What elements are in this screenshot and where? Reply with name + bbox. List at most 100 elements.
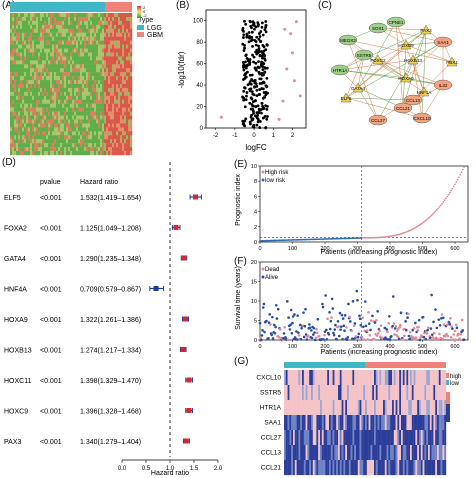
heatmap-cell xyxy=(50,87,53,93)
volcano-point xyxy=(243,105,247,109)
f-point xyxy=(438,323,442,327)
heatmap-cell xyxy=(66,16,69,22)
heatmap-cell xyxy=(102,68,105,73)
volcano-point xyxy=(250,73,254,77)
g-heatmap-cell xyxy=(366,385,369,401)
heatmap-cell xyxy=(98,147,101,152)
e-point xyxy=(292,239,295,241)
heatmap-cell xyxy=(14,36,17,41)
heatmap-cell xyxy=(88,72,91,77)
volcano-point xyxy=(258,71,261,75)
heatmap-cell xyxy=(48,20,51,26)
heatmap-cell xyxy=(104,28,107,33)
heatmap-cell xyxy=(114,13,117,18)
heatmap-cell xyxy=(54,139,57,144)
g-heatmap-cell xyxy=(341,370,344,386)
g-heatmap-cell xyxy=(386,460,389,476)
f-point xyxy=(446,334,450,338)
heatmap-cell xyxy=(104,115,107,120)
heatmap-cell xyxy=(44,115,47,120)
heatmap-cell xyxy=(120,119,123,124)
heatmap-cell xyxy=(100,147,103,152)
g-heatmap-cell xyxy=(329,400,331,416)
heatmap-cell xyxy=(76,103,79,108)
heatmap-cell xyxy=(14,52,17,57)
g-heatmap-cell xyxy=(289,460,292,476)
g-heatmap-cell xyxy=(408,415,411,431)
heatmap-cell xyxy=(52,68,55,73)
heatmap-cell xyxy=(44,13,47,18)
f-point xyxy=(320,337,324,341)
heatmap-cell xyxy=(10,151,13,156)
heatmap-cell xyxy=(100,56,103,61)
volcano-point xyxy=(261,44,265,47)
heatmap-cell xyxy=(108,36,111,41)
e-point xyxy=(261,239,264,242)
g-heatmap-cell xyxy=(402,385,405,401)
heatmap-cell xyxy=(58,91,61,97)
g-heatmap-cell xyxy=(303,400,306,416)
g-heatmap-cell xyxy=(359,385,362,401)
heatmap-cell xyxy=(74,28,77,33)
e-point xyxy=(299,238,302,241)
heatmap-cell xyxy=(28,44,31,49)
heatmap-cell xyxy=(92,48,95,53)
volcano-point xyxy=(250,26,253,30)
heatmap-cell xyxy=(56,28,59,33)
heatmap-cell xyxy=(18,147,21,152)
g-heatmap-cell xyxy=(390,415,393,431)
heatmap-cell xyxy=(70,68,73,73)
g-heatmap-cell xyxy=(404,370,407,386)
g-heatmap-cell xyxy=(323,415,326,431)
f-point xyxy=(304,333,308,336)
f-point xyxy=(377,332,380,335)
volcano-point xyxy=(265,115,269,118)
heatmap-cell xyxy=(36,13,39,18)
heatmap-cell xyxy=(30,64,33,69)
heatmap-cell xyxy=(56,16,59,22)
volcano-point-up xyxy=(289,32,293,36)
heatmap-cell xyxy=(106,95,109,100)
heatmap-cell xyxy=(112,139,115,144)
heatmap-cell xyxy=(52,16,55,22)
heatmap-cell xyxy=(80,107,83,112)
g-heatmap-cell xyxy=(298,370,301,386)
e-legend-swatch-low xyxy=(261,178,265,182)
heatmap-cell xyxy=(28,76,31,81)
heatmap-cell xyxy=(102,111,105,116)
heatmap-cell xyxy=(102,40,105,45)
heatmap-cell xyxy=(90,139,93,144)
forest-gene-label: HOXC9 xyxy=(4,409,28,416)
e-point xyxy=(311,238,313,241)
heatmap-cell xyxy=(116,44,119,49)
heatmap-cell xyxy=(120,147,123,152)
heatmap-cell xyxy=(106,76,109,81)
heatmap-cell xyxy=(60,127,63,132)
g-heatmap-cell xyxy=(287,400,290,416)
panel-label-b: (B) xyxy=(176,0,190,11)
g-heatmap-cell xyxy=(285,445,288,461)
volcano-point xyxy=(265,117,269,121)
heatmap-cell xyxy=(36,91,39,97)
heatmap-cell xyxy=(86,80,89,85)
heatmap-cell xyxy=(116,131,119,136)
heatmap-cell xyxy=(78,60,81,65)
heatmap-cell xyxy=(12,103,15,108)
heatmap-cell xyxy=(104,123,107,128)
heatmap-cell xyxy=(12,91,15,97)
heatmap-cell xyxy=(100,24,103,29)
forest-xtick-label: 0.0 xyxy=(118,466,127,472)
legend-swatch-lgg xyxy=(137,25,144,30)
heatmap-cell xyxy=(42,56,45,61)
heatmap-cell xyxy=(38,139,41,144)
heatmap-cell xyxy=(32,91,35,97)
heatmap-cell xyxy=(98,60,101,65)
heatmap-cell xyxy=(94,28,97,33)
heatmap-cell xyxy=(86,95,89,100)
heatmap-cell xyxy=(76,147,79,152)
heatmap-cell xyxy=(60,48,63,53)
heatmap-cell xyxy=(32,127,35,132)
g-heatmap-cell xyxy=(442,385,445,401)
g-heatmap-cell xyxy=(417,385,420,401)
e-point xyxy=(463,166,465,168)
